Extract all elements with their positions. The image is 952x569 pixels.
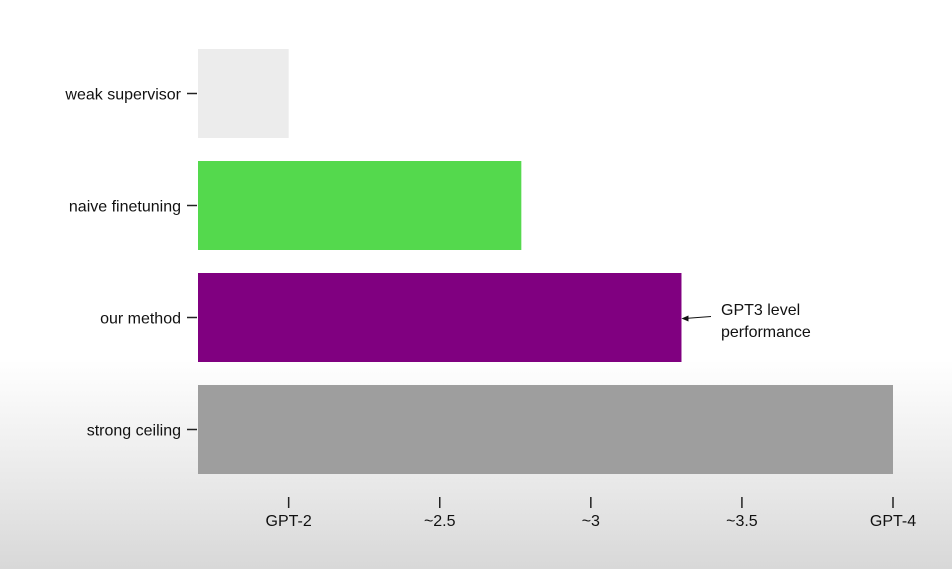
y-tick-label-our-method: our method [100, 311, 181, 328]
x-tick-label-gpt-2: GPT-2 [266, 513, 312, 530]
x-tick-label-gpt-4: GPT-4 [870, 513, 916, 530]
y-tick-label-strong-ceiling: strong ceiling [87, 423, 181, 440]
annotation-text-line-1: GPT3 level [721, 302, 800, 319]
annotation-arrow-line [684, 316, 712, 319]
annotation-arrowhead-icon [681, 315, 689, 322]
bars-group [198, 49, 893, 474]
y-tick-label-weak-supervisor: weak supervisor [64, 87, 181, 104]
y-tick-label-naive-finetuning: naive finetuning [69, 199, 181, 216]
x-axis-ticks: GPT-2 ~2.5 ~3 ~3.5 GPT-4 [266, 497, 916, 530]
annotation-text-line-2: performance [721, 324, 811, 341]
y-axis-labels: weak supervisor naive finetuning our metho… [64, 87, 197, 440]
bar-naive-finetuning [198, 161, 522, 250]
annotation-group: GPT3 level performance [681, 302, 811, 341]
x-tick-label-3-5: ~3.5 [726, 513, 758, 530]
bar-weak-supervisor [198, 49, 289, 138]
x-tick-label-2-5: ~2.5 [424, 513, 456, 530]
x-tick-label-3: ~3 [582, 513, 600, 530]
bar-our-method [198, 273, 682, 362]
bar-strong-ceiling [198, 385, 893, 474]
